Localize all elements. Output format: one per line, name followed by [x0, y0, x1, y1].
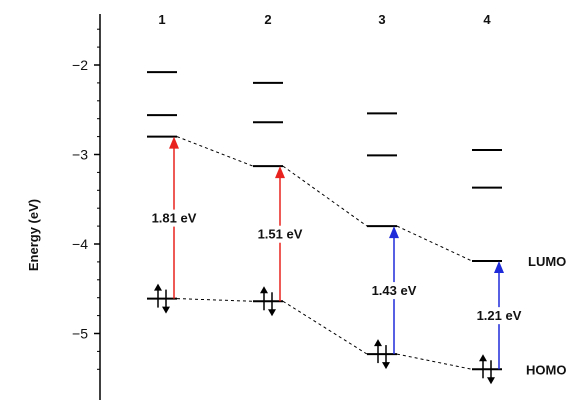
spin-up-arrowhead	[479, 354, 487, 362]
y-axis-ticks: −2 −3 −4 −5	[72, 28, 100, 370]
gap-labels: 1.81 eV 1.51 eV 1.43 eV 1.21 eV	[149, 209, 524, 325]
gap-label-background	[474, 307, 524, 325]
y-tick-label: −4	[72, 236, 88, 252]
column-number: 3	[378, 12, 385, 27]
gap-label-background	[369, 282, 419, 300]
gap-label-background	[255, 225, 305, 243]
spin-down-arrowhead	[162, 306, 170, 314]
y-tick-label: −5	[72, 326, 88, 342]
gap-label: 1.51 eV	[258, 227, 303, 242]
homo-connector	[396, 353, 473, 370]
homo-label: HOMO	[526, 362, 566, 377]
spin-down-arrowhead	[487, 377, 495, 385]
column-number: 4	[483, 12, 491, 27]
spin-down-arrowhead	[268, 309, 276, 317]
column-labels: 1 2 3 4	[158, 12, 491, 27]
transition-arrowhead	[494, 261, 504, 274]
lumo-connector	[282, 165, 368, 227]
homo-connector	[176, 298, 254, 302]
gap-label-background	[149, 209, 199, 227]
transition-arrowhead	[169, 136, 179, 149]
dashed-connectors	[176, 136, 473, 370]
spin-down-arrowhead	[382, 362, 390, 370]
homo-connector	[282, 300, 368, 355]
y-tick-label: −2	[72, 57, 88, 73]
spin-up-arrowhead	[260, 286, 268, 294]
y-tick-label: −3	[72, 147, 88, 163]
gap-label: 1.81 eV	[152, 211, 197, 226]
lumo-connector	[396, 225, 473, 262]
column-number: 1	[158, 12, 165, 27]
spin-up-arrowhead	[374, 339, 382, 347]
transition-arrowhead	[389, 226, 399, 239]
gap-label: 1.21 eV	[477, 308, 522, 323]
y-axis-title: Energy (eV)	[26, 199, 41, 271]
energy-levels	[147, 71, 502, 371]
electron-spins	[154, 283, 495, 385]
transition-arrowhead	[275, 166, 285, 179]
column-number: 2	[264, 12, 271, 27]
y-axis: Energy (eV)	[26, 14, 101, 400]
gap-label: 1.43 eV	[372, 283, 417, 298]
lumo-connector	[176, 136, 254, 167]
lumo-label: LUMO	[528, 254, 566, 269]
spin-up-arrowhead	[154, 283, 162, 291]
